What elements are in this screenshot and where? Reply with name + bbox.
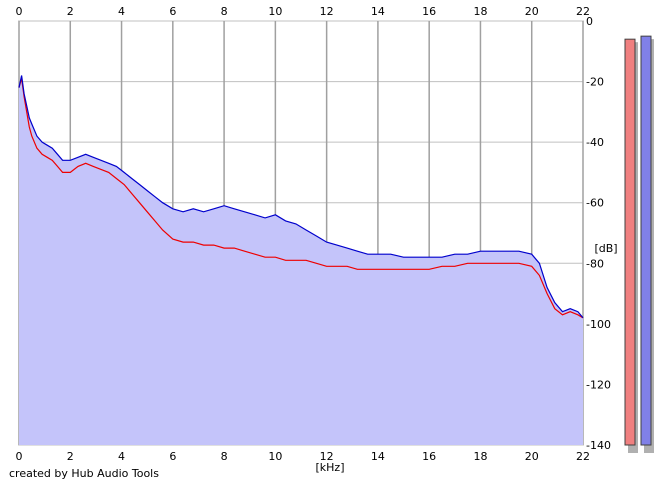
series-line-red [18,78,584,319]
x-tick-label-top: 22 [576,5,590,18]
level-meter-bar [624,38,636,446]
y-tick-label: -40 [586,136,604,149]
x-tick-label: 14 [371,450,385,463]
x-tick-label: 0 [16,450,23,463]
level-meter-bar [640,35,652,446]
x-tick-label-top: 2 [67,5,74,18]
series-line-blue [18,75,584,319]
x-tick-label-top: 4 [118,5,125,18]
y-tick-label: -60 [586,197,604,210]
x-axis-title: [kHz] [316,461,345,474]
x-tick-label-top: 20 [525,5,539,18]
x-tick-label-top: 12 [320,5,334,18]
x-tick-label: 20 [525,450,539,463]
x-tick-label-top: 8 [221,5,228,18]
x-tick-label-top: 0 [16,5,23,18]
y-axis-title: [dB] [594,242,617,255]
x-tick-label-top: 6 [169,5,176,18]
credit-text: created by Hub Audio Tools [9,467,159,480]
x-tick-label-top: 14 [371,5,385,18]
x-tick-label: 12 [320,450,334,463]
x-tick-label: 2 [67,450,74,463]
y-tick-label: -80 [586,257,604,270]
y-tick-label: -120 [586,378,611,391]
x-tick-label: 6 [169,450,176,463]
y-tick-label: -100 [586,318,611,331]
x-tick-label: 10 [268,450,282,463]
x-tick-label-top: 18 [473,5,487,18]
x-tick-label: 8 [221,450,228,463]
x-tick-label: 4 [118,450,125,463]
y-tick-label: 0 [586,15,593,28]
x-tick-label: 18 [473,450,487,463]
x-tick-label-top: 10 [268,5,282,18]
y-tick-label: -140 [586,439,611,452]
x-tick-label-top: 16 [422,5,436,18]
x-tick-label: 16 [422,450,436,463]
y-tick-label: -20 [586,76,604,89]
x-tick-label: 22 [576,450,590,463]
